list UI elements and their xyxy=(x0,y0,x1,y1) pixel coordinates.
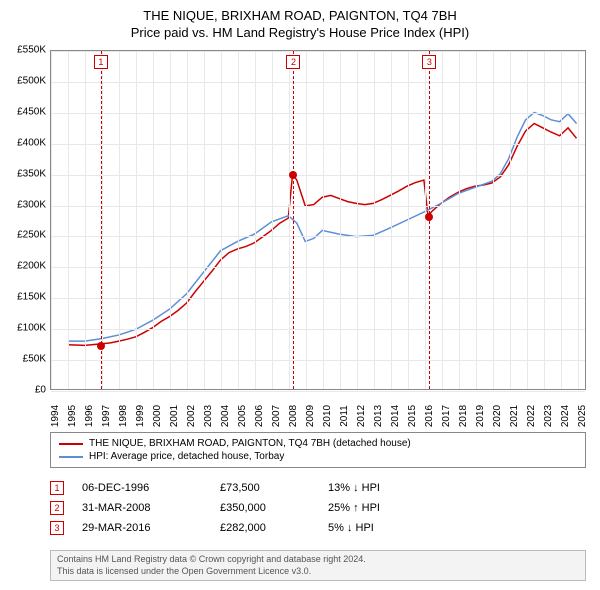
x-axis-labels: 1994 1995 1996 1997 1998 1999 2000 2001 2002 2003… xyxy=(50,394,586,434)
event-price: £282,000 xyxy=(220,522,310,534)
legend-label: THE NIQUE, BRIXHAM ROAD, PAIGNTON, TQ4 7… xyxy=(89,438,411,449)
x-tick-label: 1996 xyxy=(84,405,95,427)
event-marker: 2 xyxy=(286,55,300,69)
x-tick-label: 2019 xyxy=(475,405,486,427)
legend-swatch xyxy=(59,456,83,458)
x-tick-label: 2014 xyxy=(390,405,401,427)
chart-title-block: THE NIQUE, BRIXHAM ROAD, PAIGNTON, TQ4 7… xyxy=(0,0,600,40)
event-date: 29-MAR-2016 xyxy=(82,522,202,534)
y-tick-label: £200K xyxy=(17,261,46,272)
x-tick-label: 2022 xyxy=(526,405,537,427)
series-line xyxy=(68,123,577,345)
event-dot xyxy=(425,213,433,221)
x-tick-label: 2007 xyxy=(271,405,282,427)
event-delta: 13% ↓ HPI xyxy=(328,482,438,494)
event-date: 06-DEC-1996 xyxy=(82,482,202,494)
series-line xyxy=(68,112,577,341)
y-tick-label: £150K xyxy=(17,292,46,303)
event-line xyxy=(293,51,294,389)
x-tick-label: 2011 xyxy=(339,405,350,427)
x-tick-label: 2005 xyxy=(237,405,248,427)
y-tick-label: £300K xyxy=(17,199,46,210)
y-tick-label: £100K xyxy=(17,323,46,334)
x-tick-label: 2018 xyxy=(458,405,469,427)
y-tick-label: £450K xyxy=(17,106,46,117)
event-marker: 1 xyxy=(94,55,108,69)
legend-item: HPI: Average price, detached house, Torb… xyxy=(59,450,577,463)
x-tick-label: 1994 xyxy=(50,405,61,427)
event-dot xyxy=(289,171,297,179)
x-tick-label: 1998 xyxy=(118,405,129,427)
y-tick-label: £550K xyxy=(17,45,46,56)
x-tick-label: 2017 xyxy=(441,405,452,427)
y-tick-label: £50K xyxy=(23,354,46,365)
event-delta: 25% ↑ HPI xyxy=(328,502,438,514)
x-tick-label: 2024 xyxy=(560,405,571,427)
y-tick-label: £500K xyxy=(17,75,46,86)
x-tick-label: 2015 xyxy=(407,405,418,427)
chart-title: THE NIQUE, BRIXHAM ROAD, PAIGNTON, TQ4 7… xyxy=(0,8,600,23)
x-tick-label: 1995 xyxy=(67,405,78,427)
x-tick-label: 2020 xyxy=(492,405,503,427)
y-tick-label: £250K xyxy=(17,230,46,241)
x-tick-label: 2021 xyxy=(509,405,520,427)
event-price: £73,500 xyxy=(220,482,310,494)
event-row: 2 31-MAR-2008 £350,000 25% ↑ HPI xyxy=(50,498,586,518)
attribution-footer: Contains HM Land Registry data © Crown c… xyxy=(50,550,586,581)
event-number: 3 xyxy=(50,521,64,535)
x-tick-label: 1999 xyxy=(135,405,146,427)
x-tick-label: 2006 xyxy=(254,405,265,427)
chart-subtitle: Price paid vs. HM Land Registry's House … xyxy=(0,25,600,40)
legend: THE NIQUE, BRIXHAM ROAD, PAIGNTON, TQ4 7… xyxy=(50,432,586,468)
y-tick-label: £400K xyxy=(17,137,46,148)
x-tick-label: 2003 xyxy=(203,405,214,427)
x-tick-label: 2009 xyxy=(305,405,316,427)
x-tick-label: 2023 xyxy=(543,405,554,427)
x-tick-label: 2000 xyxy=(152,405,163,427)
x-tick-label: 2013 xyxy=(373,405,384,427)
footer-line: This data is licensed under the Open Gov… xyxy=(57,566,579,578)
footer-line: Contains HM Land Registry data © Crown c… xyxy=(57,554,579,566)
x-tick-label: 2016 xyxy=(424,405,435,427)
x-tick-label: 2010 xyxy=(322,405,333,427)
x-tick-label: 2025 xyxy=(577,405,588,427)
event-row: 1 06-DEC-1996 £73,500 13% ↓ HPI xyxy=(50,478,586,498)
event-delta: 5% ↓ HPI xyxy=(328,522,438,534)
y-tick-label: £350K xyxy=(17,168,46,179)
x-tick-label: 1997 xyxy=(101,405,112,427)
event-marker: 3 xyxy=(422,55,436,69)
chart-plot-area: 1 2 3 xyxy=(50,50,586,390)
chart-svg xyxy=(51,51,585,389)
events-table: 1 06-DEC-1996 £73,500 13% ↓ HPI 2 31-MAR-2008… xyxy=(50,478,586,538)
event-line xyxy=(101,51,102,389)
event-dot xyxy=(97,342,105,350)
legend-label: HPI: Average price, detached house, Torb… xyxy=(89,451,284,462)
x-tick-label: 2002 xyxy=(186,405,197,427)
event-number: 2 xyxy=(50,501,64,515)
x-tick-label: 2012 xyxy=(356,405,367,427)
legend-item: THE NIQUE, BRIXHAM ROAD, PAIGNTON, TQ4 7… xyxy=(59,437,577,450)
y-axis-labels: £0£50K£100K£150K£200K£250K£300K£350K£400… xyxy=(0,50,48,390)
x-tick-label: 2001 xyxy=(169,405,180,427)
y-tick-label: £0 xyxy=(35,385,46,396)
x-tick-label: 2008 xyxy=(288,405,299,427)
legend-swatch xyxy=(59,443,83,445)
event-price: £350,000 xyxy=(220,502,310,514)
x-tick-label: 2004 xyxy=(220,405,231,427)
event-date: 31-MAR-2008 xyxy=(82,502,202,514)
event-row: 3 29-MAR-2016 £282,000 5% ↓ HPI xyxy=(50,518,586,538)
event-number: 1 xyxy=(50,481,64,495)
